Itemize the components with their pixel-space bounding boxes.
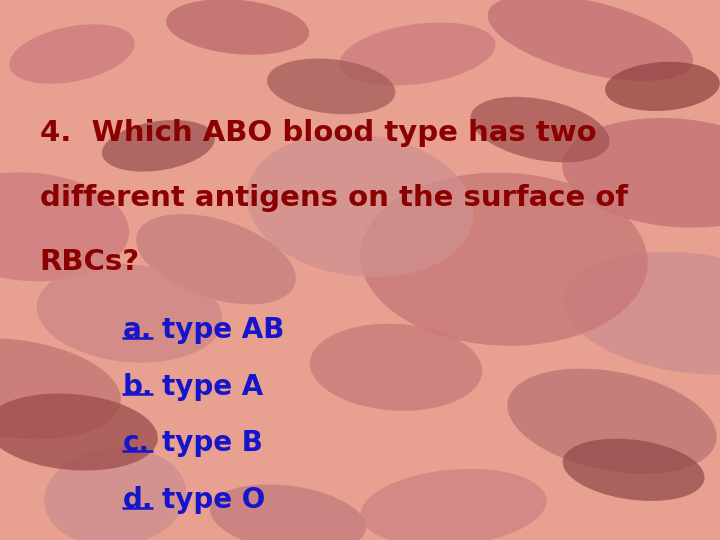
Ellipse shape <box>310 323 482 411</box>
Ellipse shape <box>562 118 720 227</box>
Ellipse shape <box>0 172 129 281</box>
Text: c.: c. <box>122 429 150 457</box>
Ellipse shape <box>340 23 495 85</box>
Text: different antigens on the surface of: different antigens on the surface of <box>40 184 628 212</box>
Ellipse shape <box>9 24 135 84</box>
Text: type A: type A <box>162 373 264 401</box>
Ellipse shape <box>102 120 215 172</box>
Ellipse shape <box>487 0 693 81</box>
Text: RBCs?: RBCs? <box>40 248 140 276</box>
Ellipse shape <box>44 448 186 540</box>
Text: a.: a. <box>122 316 152 344</box>
Text: type AB: type AB <box>162 316 284 344</box>
Ellipse shape <box>166 0 309 55</box>
Text: d.: d. <box>122 486 153 514</box>
Ellipse shape <box>563 438 704 501</box>
Text: type O: type O <box>162 486 265 514</box>
Ellipse shape <box>508 369 716 474</box>
Ellipse shape <box>136 214 296 305</box>
Ellipse shape <box>0 394 158 470</box>
Ellipse shape <box>360 173 648 346</box>
Ellipse shape <box>0 339 121 439</box>
Ellipse shape <box>210 484 366 540</box>
Ellipse shape <box>470 97 610 163</box>
Text: b.: b. <box>122 373 153 401</box>
Ellipse shape <box>563 252 720 375</box>
Text: type B: type B <box>162 429 263 457</box>
Ellipse shape <box>267 58 395 114</box>
Text: 4.  Which ABO blood type has two: 4. Which ABO blood type has two <box>40 119 596 147</box>
Ellipse shape <box>605 62 720 111</box>
Ellipse shape <box>247 133 473 277</box>
Ellipse shape <box>361 469 546 540</box>
Ellipse shape <box>37 264 222 362</box>
